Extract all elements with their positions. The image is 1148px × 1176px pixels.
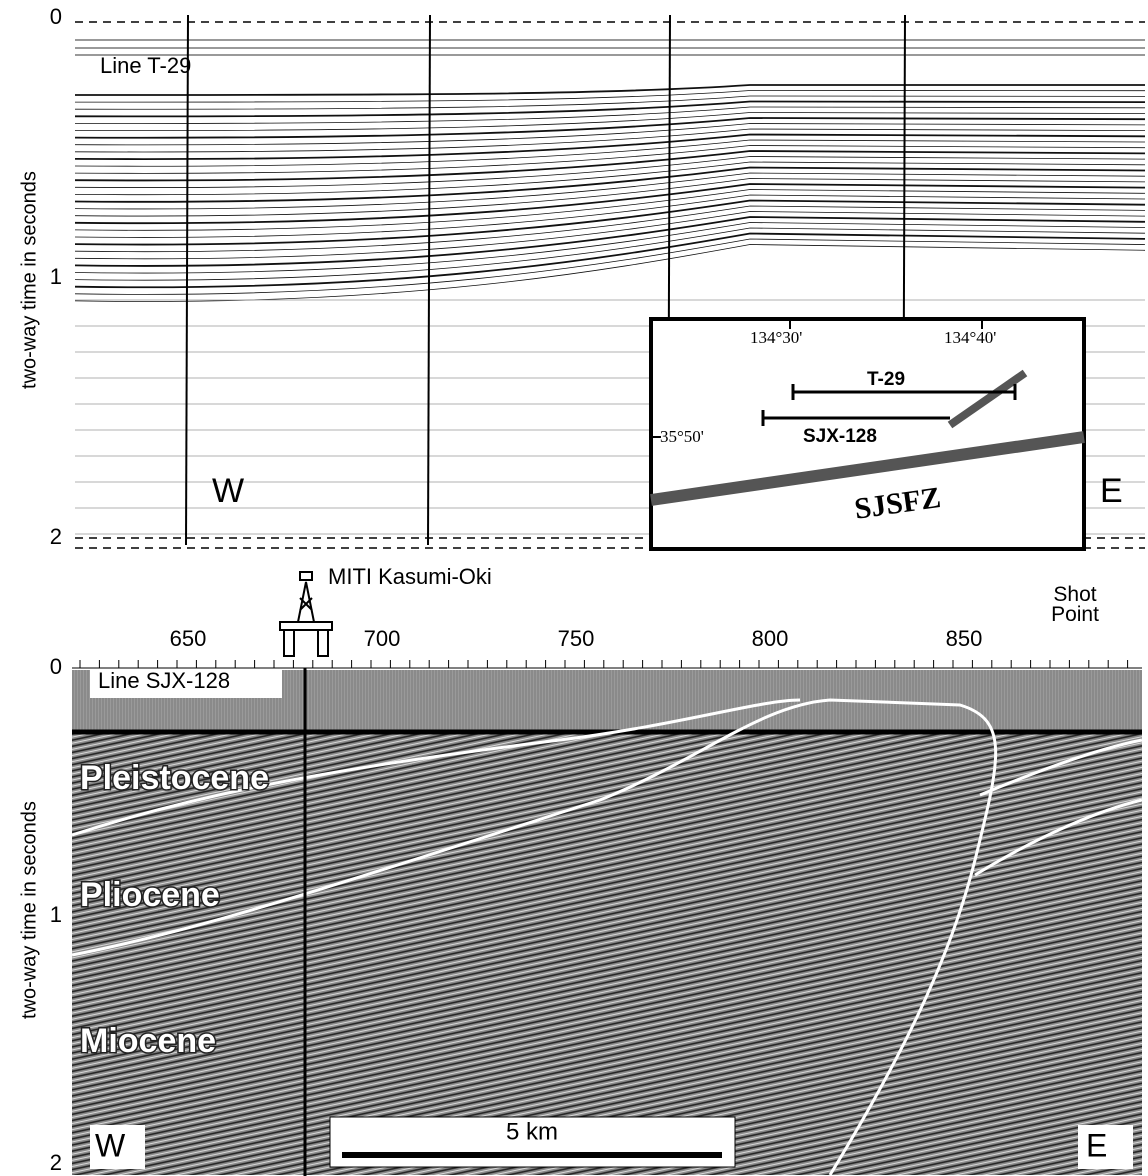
line-label: Line SJX-128 bbox=[98, 668, 230, 693]
west-label: W bbox=[95, 1127, 126, 1163]
y-tick-label: 2 bbox=[50, 1150, 62, 1175]
line-name: T-29 bbox=[867, 369, 905, 390]
page: Line T-29 two-way time in seconds W E 13… bbox=[0, 0, 1148, 1176]
line-name: SJX-128 bbox=[803, 426, 877, 447]
longitude-label: 134°30' bbox=[750, 328, 802, 347]
bottom-panel: Line SJX-128 MITI Kasumi-Oki two-way tim… bbox=[18, 564, 1142, 1176]
east-label: E bbox=[1100, 472, 1123, 510]
shot-point-tick-label: 850 bbox=[946, 626, 983, 651]
longitude-label: 134°40' bbox=[944, 328, 996, 347]
scale-label: 5 km bbox=[506, 1118, 558, 1145]
y-axis-label: two-way time in seconds bbox=[18, 171, 40, 389]
derrick-icon bbox=[280, 572, 332, 656]
y-tick-label: 2 bbox=[50, 524, 62, 549]
east-label: E bbox=[1086, 1127, 1107, 1163]
latitude-label: 35°50' bbox=[660, 427, 704, 446]
well-label: MITI Kasumi-Oki bbox=[328, 564, 492, 589]
unit-label: Pleistocene bbox=[80, 759, 269, 797]
shot-point-tick-label: 800 bbox=[752, 626, 789, 651]
line-label: Line T-29 bbox=[100, 53, 191, 78]
unit-label: Miocene bbox=[80, 1022, 216, 1060]
figure: Line T-29 two-way time in seconds W E 13… bbox=[0, 0, 1148, 1176]
west-label: W bbox=[212, 472, 244, 510]
y-tick-label: 0 bbox=[50, 4, 62, 29]
shot-point-tick-label: 700 bbox=[364, 626, 401, 651]
shot-point-label: Shot Point bbox=[1040, 585, 1110, 625]
shot-point-tick-label: 650 bbox=[170, 626, 207, 651]
unit-label: Pliocene bbox=[80, 876, 220, 914]
y-axis-label: two-way time in seconds bbox=[18, 801, 40, 1019]
y-tick-label: 1 bbox=[50, 902, 62, 927]
y-tick-label: 0 bbox=[50, 654, 62, 679]
inset-map: 134°30' 134°40' 35°50' T-29 SJX-128 SJSF… bbox=[651, 319, 1084, 549]
shot-point-tick-label: 750 bbox=[558, 626, 595, 651]
y-tick-label: 1 bbox=[50, 264, 62, 289]
